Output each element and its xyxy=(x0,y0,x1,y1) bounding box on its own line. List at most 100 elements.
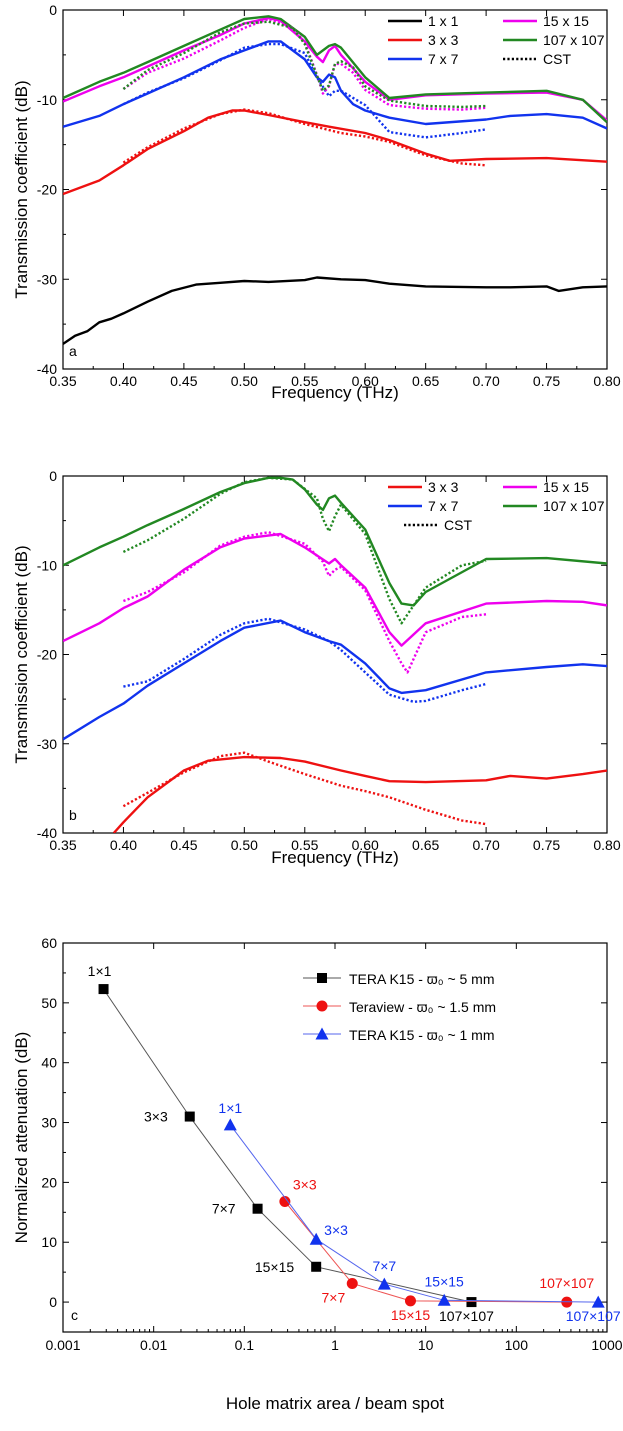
legend-label: Teraview - ϖ₀ ~ 1.5 mm xyxy=(349,999,496,1015)
data-point-triangle xyxy=(309,1232,323,1245)
data-point-triangle xyxy=(377,1277,391,1290)
y-tick-label: -30 xyxy=(37,271,57,287)
point-label: 1×1 xyxy=(88,963,112,979)
series-line-CST-dotted xyxy=(122,751,487,826)
series-line-15x15 xyxy=(63,16,607,122)
panel-b: 0.35 0.40 0.45 0.50 0.55 0.60 0.65 0.70 0.75 0.80… xyxy=(12,468,621,867)
legend-label: 3 x 3 xyxy=(428,32,459,48)
series-line-CST-dotted xyxy=(122,42,487,139)
x-tick-label: 0.40 xyxy=(110,837,137,853)
point-label: 3×3 xyxy=(144,1109,168,1125)
y-tick-label: 10 xyxy=(41,1234,57,1250)
y-tick-label: -40 xyxy=(37,361,57,377)
legend-label: 15 x 15 xyxy=(543,479,589,495)
data-point-triangle xyxy=(591,1295,605,1308)
y-tick-label: -20 xyxy=(37,647,57,663)
x-tick-label: 0.60 xyxy=(352,373,379,389)
x-tick-label: 0.45 xyxy=(170,373,197,389)
point-label: 3×3 xyxy=(324,1222,348,1238)
series-line-1x1 xyxy=(63,276,607,345)
y-axis-label: Transmission coefficient (dB) xyxy=(12,80,31,298)
data-point-square xyxy=(98,984,109,995)
x-tick-label: 10 xyxy=(418,1337,434,1353)
legend-label: CST xyxy=(444,517,472,533)
x-tick-label: 0.55 xyxy=(291,373,318,389)
x-tick-label: 0.65 xyxy=(412,373,439,389)
series-line-CST-dotted xyxy=(122,531,487,674)
data-point-square xyxy=(466,1297,477,1308)
legend-label: 15 x 15 xyxy=(543,13,589,29)
y-tick-label: 60 xyxy=(41,935,57,951)
y-tick-label: 0 xyxy=(49,468,57,484)
point-label: 1×1 xyxy=(218,1100,242,1116)
point-label: 107×107 xyxy=(439,1308,494,1324)
point-label: 3×3 xyxy=(293,1177,317,1193)
legend-marker xyxy=(316,1000,328,1012)
x-tick-label: 0.40 xyxy=(110,373,137,389)
x-tick-label: 1000 xyxy=(591,1337,622,1353)
series-line-CST-dotted xyxy=(122,108,487,167)
y-tick-label: -30 xyxy=(37,736,57,752)
x-tick-label: 0.55 xyxy=(291,837,318,853)
x-tick-label: 0.35 xyxy=(49,837,76,853)
panel-letter: b xyxy=(69,807,77,823)
x-axis-label: Frequency (THz) xyxy=(271,383,399,402)
x-tick-label: 0.70 xyxy=(472,373,499,389)
series-line-3x3 xyxy=(63,109,607,196)
y-tick-label: 40 xyxy=(41,1055,57,1071)
panel-letter: a xyxy=(69,343,77,359)
plot-frame xyxy=(62,942,608,1333)
y-axis-label: Transmission coefficient (dB) xyxy=(12,545,31,763)
data-point-triangle xyxy=(437,1293,451,1306)
legend: TERA K15 - ϖ₀ ~ 5 mm Teraview - ϖ₀ ~ 1.5 … xyxy=(303,971,496,1043)
y-tick-label: 30 xyxy=(41,1115,57,1131)
series-line-15x15 xyxy=(63,532,607,647)
y-tick-label: 20 xyxy=(41,1174,57,1190)
legend-label: CST xyxy=(543,51,571,67)
legend: 3 x 3 15 x 15 7 x 7 107 x 107 CST xyxy=(388,479,605,533)
series-line-7x7 xyxy=(63,40,607,130)
y-tick-label: 0 xyxy=(49,1294,57,1310)
x-axis-label: Frequency (THz) xyxy=(271,848,399,867)
x-tick-label: 0.70 xyxy=(472,837,499,853)
x-tick-label: 0.50 xyxy=(231,837,258,853)
x-tick-label: 100 xyxy=(505,1337,529,1353)
x-tick-label: 0.001 xyxy=(45,1337,80,1353)
y-tick-label: 50 xyxy=(41,995,57,1011)
data-point-circle xyxy=(346,1278,358,1290)
data-point-square xyxy=(252,1203,263,1214)
x-tick-label: 0.01 xyxy=(140,1337,167,1353)
panel-a: 0.35 0.40 0.45 0.50 0.55 0.60 0.65 0.70 0.75 0.80… xyxy=(12,2,621,402)
series-line-CST-dotted xyxy=(122,476,487,625)
legend-label: 107 x 107 xyxy=(543,498,605,514)
series-line-7x7 xyxy=(63,619,607,741)
panel-c: 0.001 0.01 0.1 1 10 100 1000 0 10 20 30 40 50 60 1×1 3×… xyxy=(12,935,623,1413)
data-point-circle xyxy=(279,1196,291,1208)
series-line-3x3 xyxy=(112,755,607,833)
legend-label: 3 x 3 xyxy=(428,479,459,495)
x-tick-label: 0.1 xyxy=(235,1337,255,1353)
series-line-107x107 xyxy=(63,15,607,124)
legend-marker xyxy=(315,1027,329,1040)
data-point-square xyxy=(184,1111,195,1122)
x-tick-label: 0.35 xyxy=(49,373,76,389)
series-line-CST-dotted xyxy=(122,17,487,111)
x-tick-label: 0.80 xyxy=(593,837,620,853)
y-tick-label: -20 xyxy=(37,182,57,198)
data-point-circle xyxy=(404,1295,416,1307)
legend-label: TERA K15 - ϖ₀ ~ 1 mm xyxy=(349,1027,495,1043)
point-label: 7×7 xyxy=(322,1290,346,1306)
x-tick-label: 1 xyxy=(331,1337,339,1353)
x-tick-label: 0.65 xyxy=(412,837,439,853)
y-tick-label: -40 xyxy=(37,825,57,841)
y-tick-label: -10 xyxy=(37,557,57,573)
x-tick-label: 0.60 xyxy=(352,837,379,853)
legend-label: 107 x 107 xyxy=(543,32,605,48)
point-label: 15×15 xyxy=(425,1273,465,1289)
y-tick-label: 0 xyxy=(49,2,57,18)
plot-frame xyxy=(62,475,608,834)
legend-marker xyxy=(317,973,327,983)
point-label: 107×107 xyxy=(539,1275,594,1291)
legend-label: TERA K15 - ϖ₀ ~ 5 mm xyxy=(349,971,495,987)
data-point-square xyxy=(311,1261,322,1272)
